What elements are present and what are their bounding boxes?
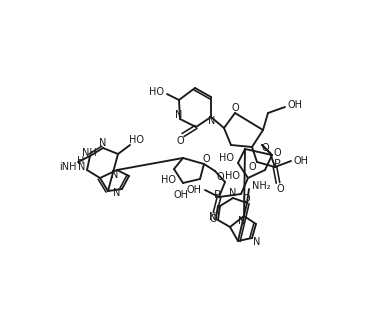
Text: N: N <box>175 110 183 120</box>
Text: N: N <box>113 188 121 198</box>
Text: O: O <box>176 136 184 146</box>
Text: HO: HO <box>225 171 240 181</box>
Text: N: N <box>208 116 216 126</box>
Text: O: O <box>209 214 217 224</box>
Text: N: N <box>229 188 237 198</box>
Text: HO: HO <box>161 175 176 185</box>
Text: N: N <box>209 212 217 222</box>
Text: OH: OH <box>187 185 202 195</box>
Text: N: N <box>99 138 107 148</box>
Text: O: O <box>276 184 284 194</box>
Text: NH: NH <box>82 148 96 158</box>
Text: NH₂: NH₂ <box>252 181 270 191</box>
Text: O: O <box>231 103 239 113</box>
Text: N: N <box>238 216 246 226</box>
Text: H: H <box>77 156 85 166</box>
Text: P: P <box>214 190 220 200</box>
Text: O: O <box>242 194 250 204</box>
Text: iNH: iNH <box>59 162 77 172</box>
Text: O: O <box>202 154 210 164</box>
Text: HO: HO <box>219 153 234 163</box>
Text: OH: OH <box>173 190 188 200</box>
Text: OH: OH <box>288 100 303 110</box>
Text: HO: HO <box>128 135 143 145</box>
Text: N: N <box>253 237 261 247</box>
Text: P: P <box>274 159 280 169</box>
Text: O: O <box>248 162 256 172</box>
Text: O: O <box>273 148 281 158</box>
Text: O: O <box>261 143 269 153</box>
Text: OH: OH <box>294 156 309 166</box>
Text: HO: HO <box>149 87 164 97</box>
Text: O: O <box>216 172 224 182</box>
Text: N: N <box>78 162 86 172</box>
Text: N: N <box>111 170 119 180</box>
